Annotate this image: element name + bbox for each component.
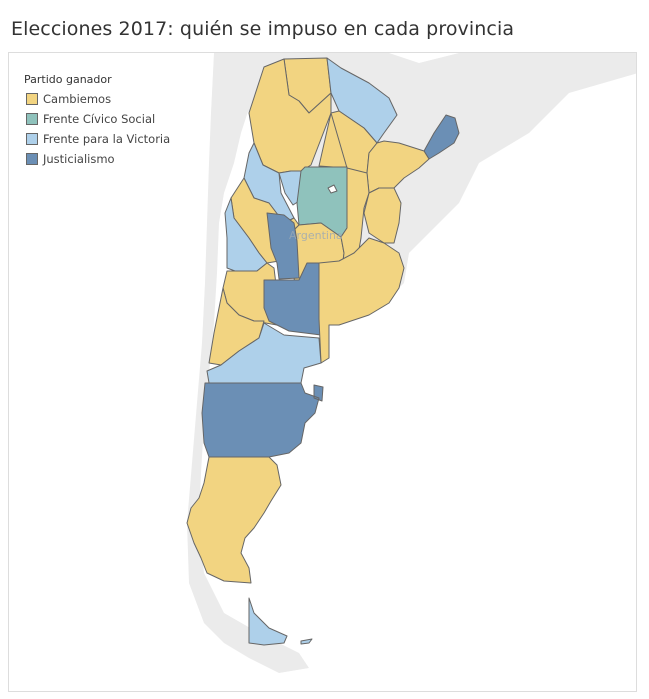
legend-title: Partido ganador <box>24 73 112 86</box>
legend-item-cambiemos[interactable]: Cambiemos <box>24 89 170 109</box>
country-label: Argentina <box>289 229 343 242</box>
swatch-icon <box>26 153 38 165</box>
legend-item-justicialismo[interactable]: Justicialismo <box>24 149 170 169</box>
lake <box>327 184 338 194</box>
province-entrerios[interactable] <box>363 187 402 244</box>
swatch-icon <box>26 113 38 125</box>
legend-item-frente-para-la-victoria[interactable]: Frente para la Victoria <box>24 129 170 149</box>
province-chubut[interactable] <box>201 382 324 458</box>
province-sanluis[interactable] <box>266 212 300 280</box>
map-view[interactable]: Argentina Partido ganador Cambiemos Fren… <box>8 52 637 692</box>
province-formosa[interactable] <box>326 57 398 144</box>
province-rionegro[interactable] <box>206 322 322 384</box>
province-buenosaires[interactable] <box>318 237 405 364</box>
province-santacruz[interactable] <box>186 456 282 584</box>
province-tierradelfuego[interactable] <box>248 597 313 646</box>
page-title: Elecciones 2017: quién se impuso en cada… <box>11 18 515 40</box>
swatch-icon <box>26 133 38 145</box>
swatch-icon <box>26 93 38 105</box>
provinces-layer <box>186 57 460 646</box>
argentina-map[interactable]: Argentina <box>9 53 637 692</box>
legend-item-frente-civico-social[interactable]: Frente Cívico Social <box>24 109 170 129</box>
province-misiones[interactable] <box>423 114 460 160</box>
legend: Partido ganador Cambiemos Frente Cívico … <box>24 73 170 169</box>
